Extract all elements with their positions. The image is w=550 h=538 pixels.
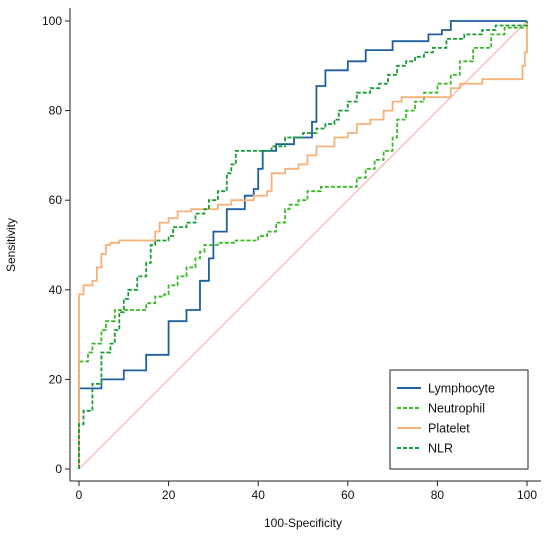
legend-label: Platelet: [428, 422, 470, 436]
x-tick-label: 40: [252, 488, 266, 502]
axes-frame: [69, 8, 541, 482]
y-tick-label: 20: [49, 372, 63, 386]
tick-layer: 0 20 40 60 80 100 0 20 40 60 80 100: [42, 14, 537, 502]
x-tick-label: 100: [517, 488, 537, 502]
x-tick-label: 20: [162, 488, 176, 502]
x-axis-title: 100-Specificity: [264, 516, 342, 530]
legend: Lymphocyte Neutrophil Platelet NLR: [389, 369, 529, 470]
reference-line-layer: [78, 20, 528, 470]
y-tick-label: 80: [49, 104, 63, 118]
series-line-lymphocyte: [78, 20, 527, 469]
legend-label: Lymphocyte: [428, 382, 495, 396]
y-tick-label: 40: [49, 283, 63, 297]
series-line-nlr: [78, 21, 528, 469]
series-layer: [78, 20, 528, 469]
series-line-platelet: [78, 21, 528, 469]
y-axis-title: Sensitivity: [4, 218, 18, 272]
legend-box: [389, 369, 529, 470]
y-tick-label: 100: [42, 14, 62, 28]
reference-diagonal-line: [78, 20, 528, 470]
y-tick-label: 0: [55, 462, 62, 476]
x-tick-label: 0: [76, 488, 83, 502]
legend-label: Neutrophil: [428, 402, 485, 416]
series-line-neutrophil: [78, 21, 528, 469]
y-tick-label: 60: [49, 193, 63, 207]
x-tick-label: 60: [341, 488, 355, 502]
x-tick-label: 80: [431, 488, 445, 502]
legend-label: NLR: [428, 442, 453, 456]
